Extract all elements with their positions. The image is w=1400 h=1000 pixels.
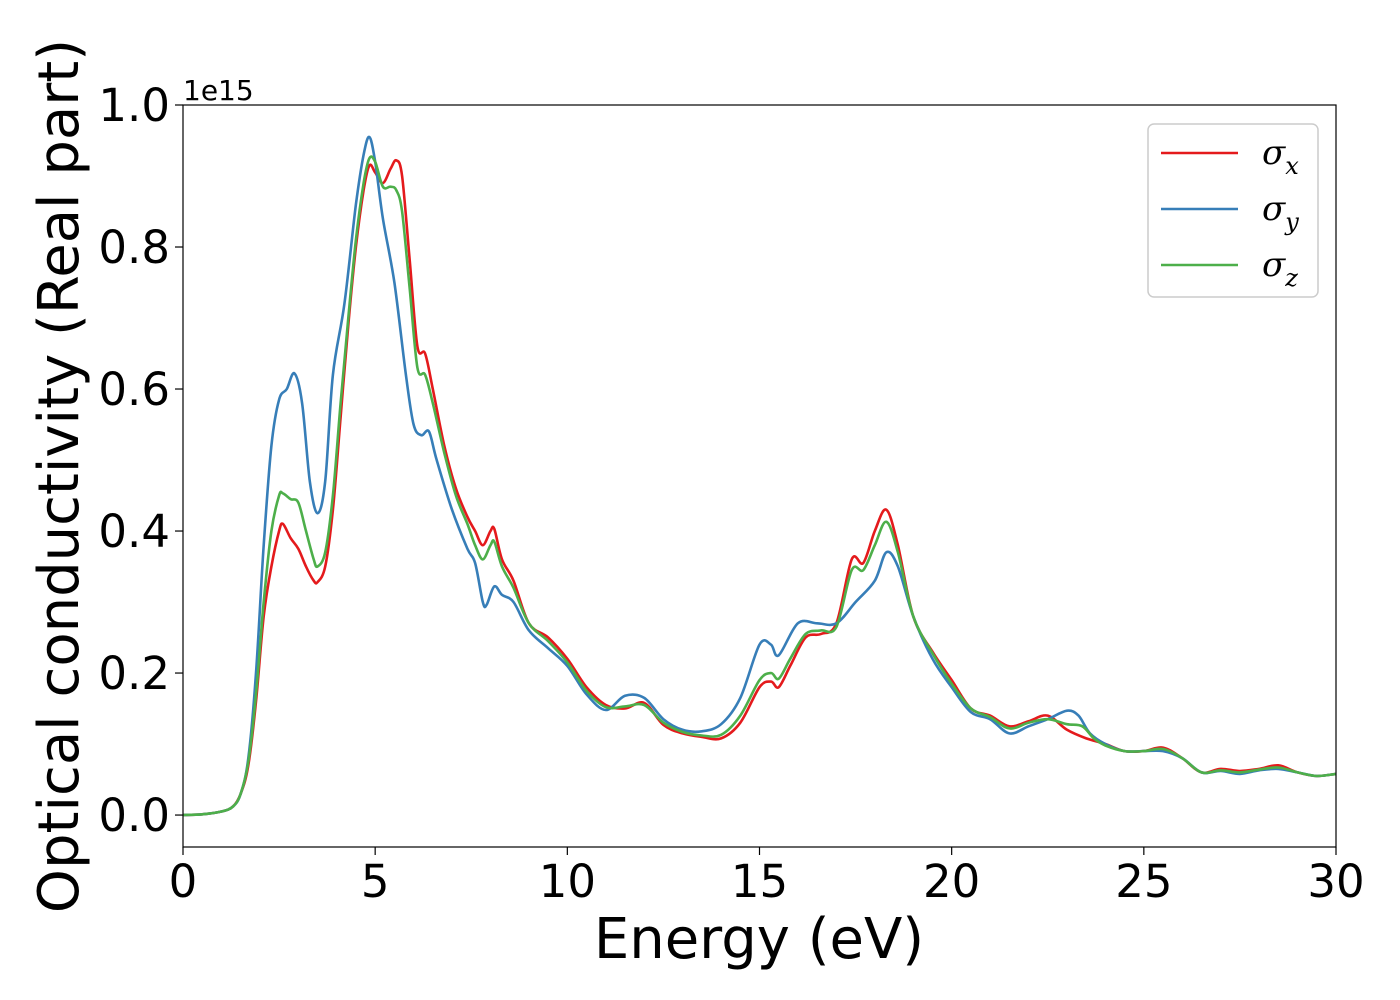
x-axis-title: Energy (eV)	[594, 907, 924, 972]
legend-label-z: σz	[1262, 245, 1298, 292]
legend: σx σy σz	[1147, 123, 1319, 298]
y-tick-label: 0.6	[98, 363, 170, 416]
x-tick-label: 20	[923, 855, 980, 908]
y-axis: 0.0 0.2 0.4 0.6 0.8 1.0	[98, 79, 183, 842]
x-tick-label: 0	[169, 855, 198, 908]
x-tick-label: 5	[361, 855, 390, 908]
y-tick-label: 0.0	[98, 789, 170, 842]
series-line-z	[183, 155, 1336, 817]
legend-label-x: σx	[1262, 133, 1299, 180]
x-axis: 0 5 10 15 20 25 30	[169, 847, 1365, 908]
x-tick-label: 30	[1307, 855, 1364, 908]
y-axis-title: Optical conductivity (Real part)	[27, 39, 92, 913]
y-tick-label: 0.2	[98, 647, 170, 700]
series-layer	[183, 135, 1336, 817]
series-line-y	[183, 135, 1336, 817]
x-tick-label: 25	[1115, 855, 1172, 908]
y-tick-label: 0.8	[98, 221, 170, 274]
y-tick-label: 0.4	[98, 505, 170, 558]
legend-label-y: σy	[1262, 189, 1299, 236]
x-tick-label: 15	[731, 855, 788, 908]
legend-frame	[1147, 123, 1319, 298]
y-tick-label: 1.0	[98, 79, 170, 132]
x-tick-label: 10	[539, 855, 596, 908]
y-offset-text: 1e15	[183, 74, 254, 107]
